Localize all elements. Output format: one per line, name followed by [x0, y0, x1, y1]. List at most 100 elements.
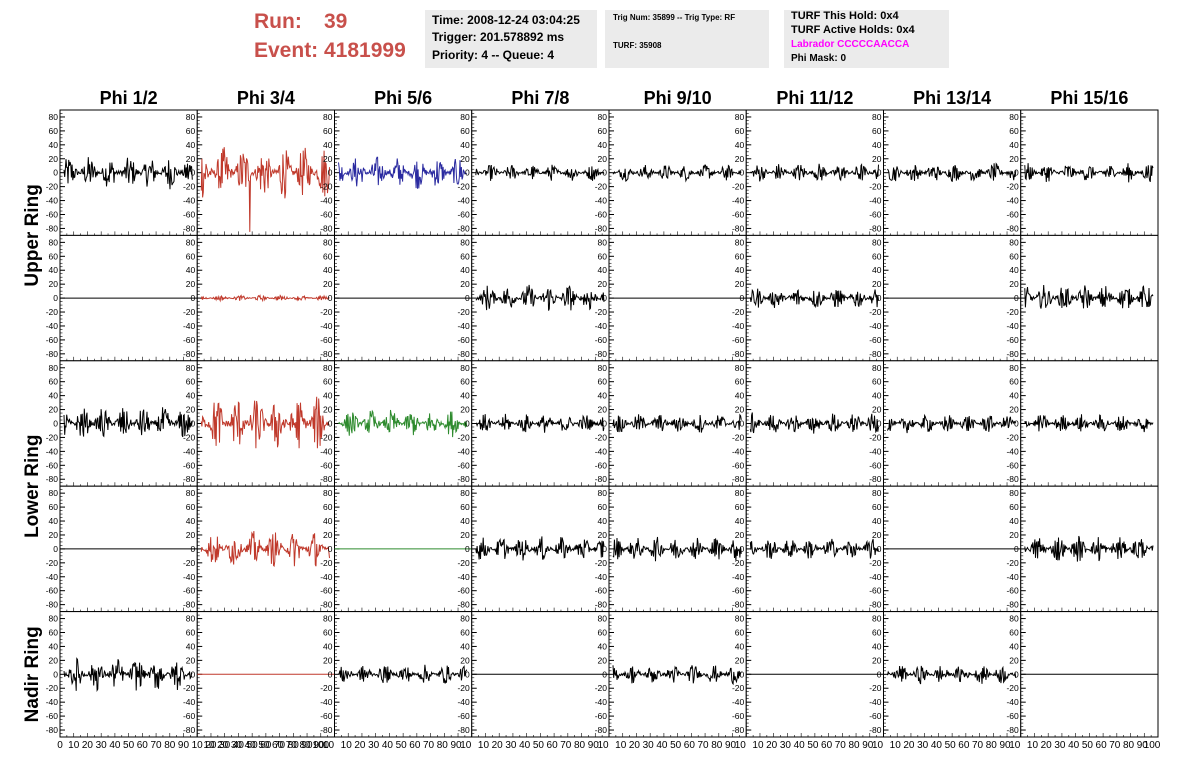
y-tick-label: -20 [595, 683, 608, 693]
x-tick-label-repeat: 90 [1137, 740, 1149, 751]
y-tick-label: 0 [465, 669, 470, 679]
y-tick-label: -40 [320, 321, 333, 331]
y-tick-label: 80 [872, 237, 882, 247]
y-tick-label: 0 [602, 168, 607, 178]
y-tick-label: 20 [735, 405, 745, 415]
y-tick-label: 60 [735, 251, 745, 261]
y-tick-label: 20 [460, 279, 470, 289]
x-tick-label-repeat: 50 [533, 740, 545, 751]
waveform-panel: -80 -60 -40 -20 0 20 40 60 80 [46, 234, 198, 362]
y-tick-label: 0 [602, 669, 607, 679]
y-tick-label: -60 [320, 460, 333, 470]
y-tick-label: 0 [465, 168, 470, 178]
y-tick-label: -40 [869, 446, 882, 456]
y-tick-label: 60 [186, 628, 196, 638]
y-tick-label: -20 [732, 558, 745, 568]
y-tick-label: -60 [457, 460, 470, 470]
y-tick-label: -40 [46, 321, 59, 331]
y-tick-label: -40 [320, 196, 333, 206]
y-tick-label: 60 [323, 377, 333, 387]
y-tick-label: -20 [183, 683, 196, 693]
x-tick-label: 90 [301, 740, 313, 751]
y-tick-label: 0 [877, 168, 882, 178]
y-tick-label: 80 [323, 614, 333, 624]
y-tick-label: -60 [457, 711, 470, 721]
y-tick-label: -80 [1006, 725, 1019, 735]
y-tick-label: -80 [457, 600, 470, 610]
column-title: Phi 13/14 [913, 88, 991, 108]
y-tick-label: 40 [186, 641, 196, 651]
y-tick-label: -80 [732, 474, 745, 484]
waveform-trace [749, 538, 879, 559]
y-tick-label: -20 [46, 432, 59, 442]
x-tick-label-repeat: 20 [492, 740, 504, 751]
waveform-panel: -80 -60 -40 -20 0 20 40 60 80 [183, 234, 335, 362]
y-tick-label: -20 [320, 307, 333, 317]
y-tick-label: -60 [1006, 586, 1019, 596]
y-tick-label: 0 [1014, 419, 1019, 429]
waveform-panel: -80 -60 -40 -20 0 20 40 60 80 [183, 611, 335, 738]
y-tick-label: -80 [457, 725, 470, 735]
y-tick-label: 0 [1014, 544, 1019, 554]
x-tick-label-repeat: 60 [547, 740, 559, 751]
y-tick-label: -40 [869, 697, 882, 707]
y-tick-label: 60 [49, 628, 59, 638]
x-tick-label-repeat: 80 [437, 740, 449, 751]
row-group-label: Nadir Ring [22, 626, 43, 722]
y-tick-label: 20 [323, 530, 333, 540]
y-tick-label: 40 [460, 265, 470, 275]
y-tick-label: -80 [1006, 349, 1019, 359]
column-title: Phi 5/6 [374, 88, 432, 108]
y-tick-label: 0 [877, 293, 882, 303]
y-tick-label: -80 [732, 349, 745, 359]
y-tick-label: 40 [49, 641, 59, 651]
waveform-trace [1024, 414, 1154, 433]
x-tick-label-repeat: 90 [999, 740, 1011, 751]
y-tick-label: 60 [1009, 628, 1019, 638]
y-tick-label: 0 [877, 544, 882, 554]
x-tick-label-repeat: 10 [890, 740, 902, 751]
y-tick-label: -20 [595, 307, 608, 317]
y-tick-label: 40 [598, 140, 608, 150]
y-tick-label: 20 [872, 530, 882, 540]
waveform-panel: -80 -60 -40 -20 0 20 40 60 80 [320, 360, 473, 487]
waveform-panel: -80 -60 -40 -20 0 20 40 60 80 [46, 360, 198, 487]
y-tick-label: 0 [740, 544, 745, 554]
x-tick-label-repeat: 30 [231, 740, 243, 751]
y-tick-label: -80 [869, 474, 882, 484]
y-tick-label: -20 [595, 182, 608, 192]
y-tick-label: 20 [872, 405, 882, 415]
waveform-trace [63, 407, 193, 438]
y-tick-label: 0 [191, 168, 196, 178]
x-tick-label-repeat: 40 [794, 740, 806, 751]
waveform-panel: -80 -60 -40 -20 0 20 40 60 80 [320, 109, 473, 236]
y-tick-label: 60 [186, 502, 196, 512]
x-tick-label: 20 [82, 740, 94, 751]
x-tick-label-repeat: 20 [354, 740, 366, 751]
column-titles: Phi 1/2 Phi 3/4 Phi 5/6 Phi 7/8 Phi 9/10 Phi … [100, 88, 1129, 108]
x-tick-label-repeat: 40 [382, 740, 394, 751]
y-tick-label: -80 [183, 349, 196, 359]
x-tick-label-repeat: 10 [341, 740, 353, 751]
y-tick-label: 0 [191, 419, 196, 429]
y-tick-label: -40 [457, 572, 470, 582]
y-tick-label: -80 [869, 600, 882, 610]
y-tick-label: -20 [1006, 307, 1019, 317]
y-tick-label: -80 [320, 600, 333, 610]
y-tick-label: 40 [1009, 516, 1019, 526]
y-tick-label: 0 [465, 419, 470, 429]
y-tick-label: -80 [46, 349, 59, 359]
y-tick-label: 80 [735, 488, 745, 498]
waveform-panel: -80 -60 -40 -20 0 20 40 60 80 [732, 611, 884, 738]
y-tick-label: -20 [46, 558, 59, 568]
waveform-panel: -80 -60 -40 -20 0 20 40 60 80 [869, 360, 1022, 487]
y-tick-label: -40 [183, 446, 196, 456]
y-tick-label: 60 [49, 251, 59, 261]
waveform-panel: -80 -60 -40 -20 0 20 40 60 80 [183, 109, 335, 236]
waveform-panel: -80 -60 -40 -20 0 20 40 60 80 [1006, 485, 1159, 613]
y-tick-label: -20 [183, 182, 196, 192]
x-tick-label: 70 [274, 740, 286, 751]
y-tick-label: -40 [1006, 572, 1019, 582]
y-tick-label: 60 [1009, 377, 1019, 387]
y-tick-label: 20 [1009, 655, 1019, 665]
